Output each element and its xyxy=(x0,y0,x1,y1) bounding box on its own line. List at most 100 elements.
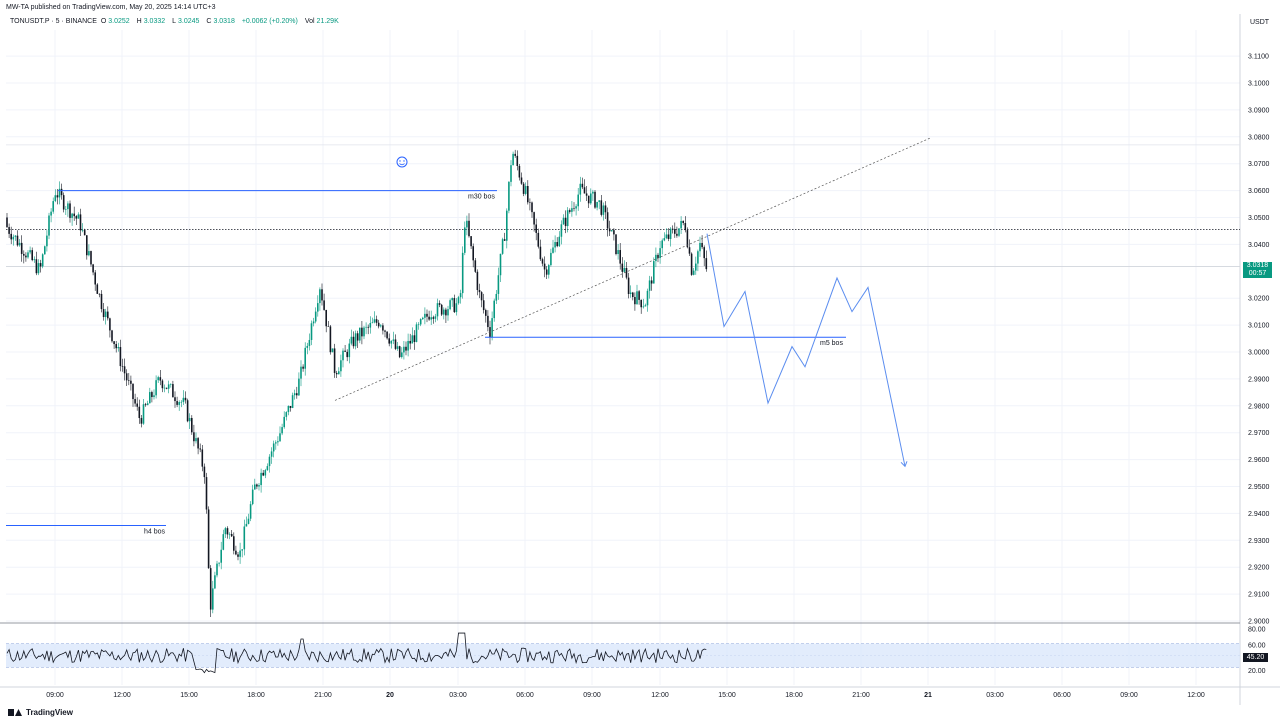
candle-body xyxy=(340,360,342,372)
candle-body xyxy=(606,212,609,229)
candle-body xyxy=(575,206,577,209)
time-tick-label: 20 xyxy=(386,692,394,699)
candle-body xyxy=(247,518,250,524)
candle-body xyxy=(335,372,338,375)
candle-body xyxy=(674,229,676,234)
candle-body xyxy=(373,319,376,323)
candle-body xyxy=(94,272,96,285)
candle-body xyxy=(128,380,130,381)
candle-body xyxy=(205,477,208,510)
candle-body xyxy=(577,194,579,207)
candle-body xyxy=(132,383,134,400)
time-tick-label: 21 xyxy=(924,692,932,699)
candle-body xyxy=(361,327,363,337)
trendline[interactable] xyxy=(334,137,931,401)
candle-body xyxy=(121,366,124,367)
candle-body xyxy=(579,183,582,195)
candle-body xyxy=(203,466,206,478)
symbol-name[interactable]: TONUSDT.P · 5 · BINANCE xyxy=(10,18,97,25)
time-tick-label: 12:00 xyxy=(651,692,669,699)
candle-body xyxy=(384,330,386,332)
candle-body xyxy=(459,293,462,298)
time-tick-label: 03:00 xyxy=(449,692,467,699)
candle-body xyxy=(638,291,640,300)
candle-body xyxy=(272,443,275,452)
candle-body xyxy=(262,472,264,476)
candle-body xyxy=(18,242,21,246)
candle-body xyxy=(237,554,239,557)
candle-body xyxy=(44,246,46,255)
candle-body xyxy=(386,331,388,339)
candle-body xyxy=(600,200,603,215)
candle-body xyxy=(195,438,197,442)
rsi-tick-label: 80.00 xyxy=(1248,626,1266,633)
last-price-value: 3.0318 xyxy=(1246,262,1269,269)
candle-body xyxy=(62,195,65,210)
candle-body xyxy=(283,416,285,428)
emoji-icon[interactable] xyxy=(396,156,408,168)
candle-body xyxy=(426,313,428,317)
candle-body xyxy=(277,441,279,443)
candle-body xyxy=(291,395,294,408)
candle-body xyxy=(39,263,42,267)
candle-body xyxy=(522,183,525,194)
candle-body xyxy=(153,395,155,398)
candle-body xyxy=(621,263,624,272)
candle-body xyxy=(144,404,147,406)
candle-body xyxy=(453,298,456,313)
candle-body xyxy=(650,280,653,284)
candle-body xyxy=(296,393,298,396)
candle-body xyxy=(537,232,540,247)
candle-body xyxy=(367,326,369,328)
candle-body xyxy=(451,298,453,301)
time-tick-label: 15:00 xyxy=(718,692,736,699)
candle-body xyxy=(239,550,241,557)
candle-body xyxy=(539,246,542,260)
time-tick-label: 15:00 xyxy=(180,692,198,699)
candle-body xyxy=(182,397,185,402)
candle-body xyxy=(186,400,189,422)
candle-body xyxy=(197,438,199,449)
candle-body xyxy=(20,242,23,254)
candle-body xyxy=(648,280,651,291)
candle-body xyxy=(617,250,619,255)
candle-body xyxy=(327,326,330,327)
candle-body xyxy=(636,291,638,305)
candle-body xyxy=(409,340,411,344)
symbol-legend: TONUSDT.P · 5 · BINANCE O 3.0252 H 3.0332 … xyxy=(10,18,344,25)
candle-body xyxy=(344,350,346,352)
candle-body xyxy=(293,393,296,396)
candle-body xyxy=(146,403,149,406)
candle-body xyxy=(363,327,365,337)
candle-body xyxy=(396,346,399,349)
candle-body xyxy=(701,242,703,248)
candle-body xyxy=(627,277,630,295)
candle-body xyxy=(445,309,447,316)
candle-body xyxy=(16,235,19,246)
candle-body xyxy=(531,202,533,213)
candle-body xyxy=(317,303,319,312)
candle-body xyxy=(224,528,227,535)
candle-body xyxy=(585,193,588,196)
candle-body xyxy=(352,336,355,347)
candle-body xyxy=(155,380,157,396)
candle-body xyxy=(149,392,151,404)
candle-body xyxy=(31,250,33,261)
candle-body xyxy=(482,300,485,311)
tradingview-logo[interactable]: TradingView xyxy=(8,708,73,717)
rsi-value-tag: 45.20 xyxy=(1243,653,1268,662)
time-tick-label: 09:00 xyxy=(1120,692,1138,699)
rsi-tick-label: 60.00 xyxy=(1248,642,1266,649)
candle-body xyxy=(115,344,117,349)
candle-body xyxy=(491,318,493,337)
currency-label[interactable]: USDT xyxy=(1250,19,1270,26)
time-tick-label: 12:00 xyxy=(1187,692,1205,699)
projection-path[interactable] xyxy=(706,233,906,467)
candle-body xyxy=(130,380,132,384)
candle-body xyxy=(665,234,668,239)
candle-body xyxy=(680,220,682,229)
candle-body xyxy=(407,340,409,351)
low-value: 3.0245 xyxy=(178,18,200,25)
candle-body xyxy=(369,322,372,328)
